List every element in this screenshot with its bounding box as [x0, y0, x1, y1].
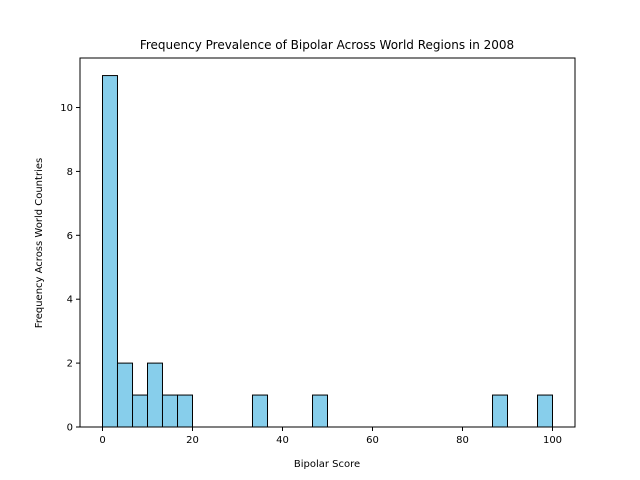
x-tick-label: 0	[99, 435, 105, 446]
histogram-bar	[492, 394, 509, 428]
x-tick-label: 80	[456, 435, 469, 446]
x-tick-label: 20	[186, 435, 199, 446]
y-axis-ticks: 0 2 4 6 8 10	[60, 103, 80, 434]
x-axis-ticks: 0 20 40 60 80 100	[99, 427, 562, 446]
bars-group	[102, 75, 554, 428]
histogram-bar	[147, 362, 163, 428]
y-tick-label: 0	[67, 423, 73, 434]
y-tick-label: 2	[67, 359, 73, 370]
x-tick-label: 60	[366, 435, 379, 446]
y-tick-label: 10	[60, 103, 73, 114]
histogram-bar	[132, 394, 148, 428]
y-tick-label: 6	[67, 231, 73, 242]
y-tick-label: 4	[67, 295, 73, 306]
x-axis-label: Bipolar Score	[294, 459, 360, 470]
plot-area-frame	[79, 57, 576, 428]
histogram-bar	[102, 75, 118, 428]
y-axis-label: Frequency Across World Countries	[34, 158, 45, 328]
histogram-bar	[537, 394, 554, 428]
histogram-bar	[312, 394, 329, 428]
chart-title: Frequency Prevalence of Bipolar Across W…	[140, 38, 514, 52]
histogram-bar	[161, 394, 179, 428]
y-tick-label: 8	[67, 167, 73, 178]
histogram-bar	[116, 362, 134, 428]
histogram-bar	[251, 394, 269, 428]
x-tick-label: 40	[276, 435, 289, 446]
histogram-bar	[177, 394, 193, 428]
x-tick-label: 100	[543, 435, 562, 446]
